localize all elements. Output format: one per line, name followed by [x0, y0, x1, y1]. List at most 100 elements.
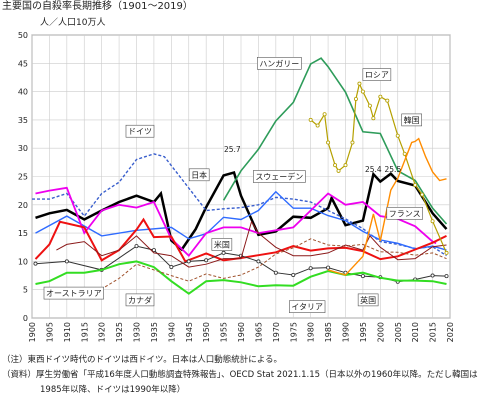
series-line — [35, 186, 437, 258]
y-tick-label: 30 — [18, 144, 28, 153]
y-tick-label: 45 — [18, 59, 28, 68]
legend-box — [43, 286, 104, 300]
series-line — [104, 238, 447, 288]
note: （注）東西ドイツ時代のドイツは西ドイツ。日本は人口動態統計による。 — [2, 354, 282, 365]
x-tick-label: 1925 — [115, 322, 124, 342]
x-tick-label: 1995 — [359, 322, 368, 342]
x-tick-label: 2010 — [411, 322, 420, 342]
x-tick-label: 1940 — [167, 322, 176, 342]
point — [333, 163, 338, 168]
annotation: 25.7 — [224, 145, 241, 154]
legend-box — [357, 293, 379, 307]
point — [315, 123, 320, 128]
point — [336, 168, 341, 173]
x-tick-label: 2020 — [446, 322, 455, 342]
series-line — [222, 57, 448, 225]
x-tick-label: 1975 — [289, 322, 298, 342]
x-tick-label: 1900 — [28, 322, 37, 342]
point — [273, 270, 278, 275]
point — [169, 265, 174, 270]
x-tick-label: 1985 — [324, 322, 333, 342]
y-tick-label: 10 — [18, 257, 28, 266]
point — [420, 192, 425, 197]
legend-label: オーストラリア — [46, 289, 102, 298]
legend-box — [257, 56, 302, 70]
point — [360, 274, 365, 279]
point — [444, 250, 449, 255]
point — [402, 151, 407, 156]
x-tick-label: 2000 — [376, 322, 385, 342]
point — [357, 81, 362, 86]
point — [378, 94, 383, 99]
series-line — [56, 220, 447, 268]
point — [353, 96, 358, 101]
y-axis-label: 人／人口10万人 — [40, 17, 105, 28]
point — [444, 274, 449, 279]
x-tick-label: 1950 — [202, 322, 211, 342]
point — [134, 244, 139, 249]
x-tick-label: 2015 — [429, 322, 438, 342]
legend-box — [401, 113, 422, 127]
y-tick-label: 0 — [23, 314, 28, 323]
point — [430, 219, 435, 224]
series-line — [35, 190, 447, 251]
point — [186, 259, 191, 264]
point — [221, 250, 226, 255]
x-tick-label: 1945 — [185, 322, 194, 342]
legend-box — [362, 68, 392, 81]
point — [308, 117, 313, 122]
note: （資料）厚生労働省「平成16年度人口動態調査特殊報告」、OECD Stat 20… — [2, 369, 478, 380]
x-tick-label: 1970 — [272, 322, 281, 342]
legend-box — [289, 300, 326, 313]
x-tick-label: 2005 — [394, 322, 403, 342]
legend-label: 韓国 — [404, 115, 420, 125]
y-tick-label: 25 — [18, 173, 28, 182]
legend-box — [386, 206, 423, 220]
point — [308, 266, 313, 271]
x-tick-label: 1930 — [133, 322, 142, 342]
legend-label: ドイツ — [128, 127, 152, 136]
legend-label: イタリア — [291, 303, 323, 312]
x-tick-label: 1955 — [220, 322, 229, 342]
x-tick-label: 1980 — [307, 322, 316, 342]
legend-label: 英国 — [360, 295, 376, 305]
x-tick-label: 1965 — [254, 322, 263, 342]
legend-box — [125, 124, 155, 138]
legend-label: カナダ — [128, 295, 152, 305]
x-tick-label: 1935 — [150, 322, 159, 342]
legend-box — [211, 238, 233, 251]
y-tick-label: 50 — [18, 31, 28, 40]
series-line — [34, 217, 447, 263]
annotation: 25.4 — [365, 165, 382, 174]
legend-label: フランス — [389, 209, 421, 218]
point — [350, 140, 355, 145]
x-tick-label: 1920 — [98, 322, 107, 342]
x-tick-label: 1905 — [45, 322, 54, 342]
annotation: 25.5 — [385, 165, 402, 174]
legend-label: 日本 — [191, 170, 207, 180]
point — [151, 248, 156, 253]
chart-title: 主要国の自殺率長期推移（1901～2019） — [2, 0, 193, 12]
x-tick-label: 1990 — [342, 322, 351, 342]
legend-label: ロシア — [365, 71, 389, 80]
legend-box — [125, 293, 155, 307]
legend-label: 米国 — [214, 239, 230, 249]
legend-label: ハンガリー — [259, 58, 299, 68]
point — [343, 163, 348, 168]
series-line — [35, 260, 447, 295]
point — [256, 259, 261, 264]
point — [413, 182, 418, 187]
x-tick-label: 1910 — [63, 322, 72, 342]
point — [326, 140, 331, 145]
point — [326, 265, 331, 270]
series-line — [35, 170, 448, 252]
point — [204, 258, 209, 263]
legend-label: スウェーデン — [255, 172, 303, 182]
y-tick-label: 40 — [18, 88, 28, 97]
x-tick-label: 1960 — [237, 322, 246, 342]
point — [322, 112, 327, 117]
point — [385, 98, 390, 103]
legend-box — [188, 168, 210, 182]
point — [371, 116, 376, 121]
